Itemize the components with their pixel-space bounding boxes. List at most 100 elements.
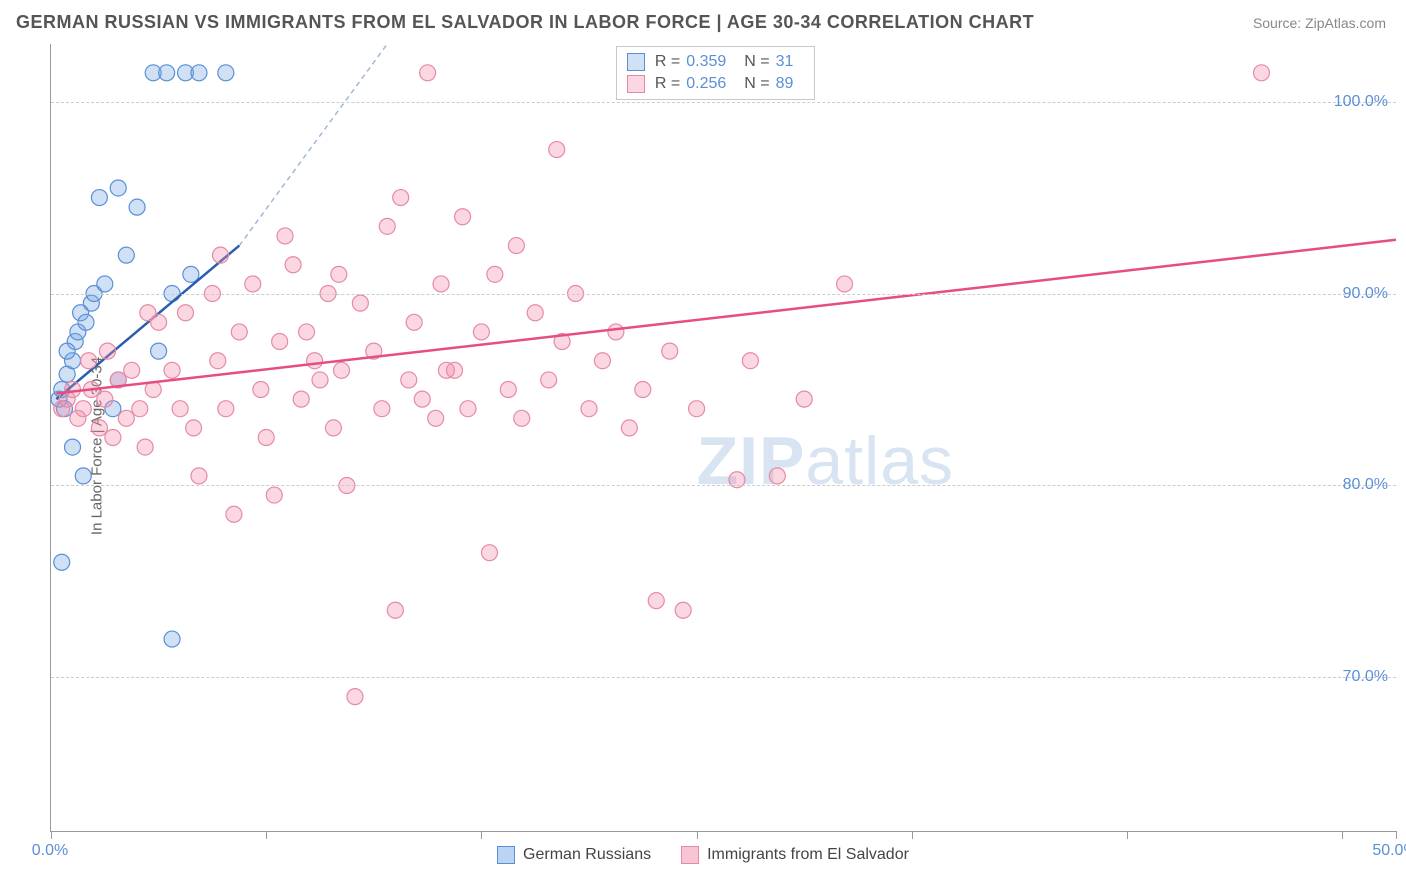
data-point	[258, 430, 274, 446]
data-point	[75, 468, 91, 484]
series-legend: German Russians Immigrants from El Salvad…	[0, 846, 1406, 864]
n-label: N =	[744, 75, 769, 93]
n-value: 89	[776, 75, 804, 93]
legend-swatch	[627, 75, 645, 93]
r-label: R =	[655, 75, 680, 93]
chart-plot-area: ZIPatlas R =0.359N =31R =0.256N =89	[50, 44, 1396, 832]
data-point	[191, 65, 207, 81]
x-tick	[266, 831, 267, 839]
data-point	[414, 391, 430, 407]
data-point	[253, 382, 269, 398]
y-tick-label: 100.0%	[1334, 93, 1388, 111]
data-point	[438, 362, 454, 378]
data-point	[662, 343, 678, 359]
data-point	[97, 276, 113, 292]
data-point	[99, 343, 115, 359]
data-point	[508, 238, 524, 254]
legend-label: German Russians	[523, 846, 651, 864]
legend-label: Immigrants from El Salvador	[707, 846, 909, 864]
gridline	[51, 485, 1396, 486]
data-point	[129, 199, 145, 215]
scatter-plot-svg	[51, 44, 1396, 831]
regression-line-extrapolated	[239, 44, 387, 246]
data-point	[334, 362, 350, 378]
legend-row: R = 0.256 N = 89	[627, 73, 804, 95]
correlation-legend: R =0.359N =31R =0.256N =89	[616, 46, 815, 100]
data-point	[527, 305, 543, 321]
data-point	[65, 382, 81, 398]
data-point	[186, 420, 202, 436]
data-point	[347, 689, 363, 705]
data-point	[689, 401, 705, 417]
data-point	[78, 314, 94, 330]
data-point	[608, 324, 624, 340]
x-tick-label: 50.0%	[1372, 842, 1406, 860]
data-point	[65, 439, 81, 455]
data-point	[455, 209, 471, 225]
data-point	[312, 372, 328, 388]
data-point	[487, 266, 503, 282]
data-point	[473, 324, 489, 340]
data-point	[393, 190, 409, 206]
legend-item: Immigrants from El Salvador	[681, 846, 909, 864]
legend-swatch	[681, 846, 699, 864]
data-point	[837, 276, 853, 292]
chart-source: Source: ZipAtlas.com	[1253, 15, 1386, 31]
data-point	[648, 593, 664, 609]
x-tick	[1127, 831, 1128, 839]
data-point	[212, 247, 228, 263]
data-point	[151, 343, 167, 359]
data-point	[91, 190, 107, 206]
data-point	[514, 410, 530, 426]
data-point	[379, 218, 395, 234]
legend-item: German Russians	[497, 846, 651, 864]
x-tick	[481, 831, 482, 839]
data-point	[401, 372, 417, 388]
data-point	[218, 65, 234, 81]
data-point	[406, 314, 422, 330]
data-point	[124, 362, 140, 378]
regression-line	[56, 240, 1396, 394]
data-point	[635, 382, 651, 398]
data-point	[433, 276, 449, 292]
data-point	[226, 506, 242, 522]
data-point	[325, 420, 341, 436]
data-point	[500, 382, 516, 398]
n-label: N =	[744, 53, 769, 71]
data-point	[675, 602, 691, 618]
data-point	[164, 631, 180, 647]
data-point	[285, 257, 301, 273]
legend-swatch	[627, 53, 645, 71]
data-point	[331, 266, 347, 282]
gridline	[51, 102, 1396, 103]
data-point	[352, 295, 368, 311]
gridline	[51, 294, 1396, 295]
chart-title: GERMAN RUSSIAN VS IMMIGRANTS FROM EL SAL…	[16, 12, 1034, 33]
data-point	[460, 401, 476, 417]
data-point	[218, 401, 234, 417]
data-point	[621, 420, 637, 436]
n-value: 31	[776, 53, 804, 71]
data-point	[245, 276, 261, 292]
data-point	[118, 410, 134, 426]
data-point	[742, 353, 758, 369]
legend-swatch	[497, 846, 515, 864]
data-point	[277, 228, 293, 244]
x-tick-label: 0.0%	[32, 842, 68, 860]
data-point	[231, 324, 247, 340]
r-value: 0.256	[686, 75, 734, 93]
data-point	[266, 487, 282, 503]
data-point	[210, 353, 226, 369]
gridline	[51, 677, 1396, 678]
data-point	[97, 391, 113, 407]
data-point	[54, 554, 70, 570]
data-point	[307, 353, 323, 369]
data-point	[481, 545, 497, 561]
r-label: R =	[655, 53, 680, 71]
chart-header: GERMAN RUSSIAN VS IMMIGRANTS FROM EL SAL…	[0, 0, 1406, 41]
data-point	[132, 401, 148, 417]
data-point	[541, 372, 557, 388]
y-tick-label: 80.0%	[1343, 476, 1388, 494]
data-point	[75, 401, 91, 417]
data-point	[172, 401, 188, 417]
